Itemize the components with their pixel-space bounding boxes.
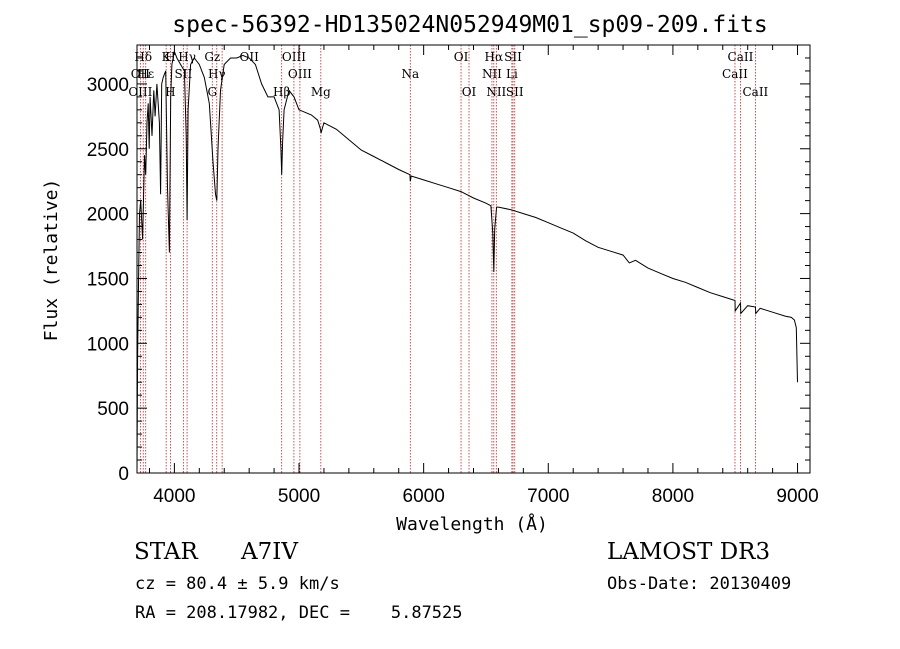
x-tick-label: 6000 — [403, 486, 445, 507]
line-label: Hγ — [178, 50, 196, 64]
line-label: OI — [454, 50, 469, 64]
line-label: SII — [175, 67, 193, 81]
y-tick-label: 3000 — [87, 75, 129, 96]
x-axis-label: Wavelength (Å) — [396, 513, 548, 535]
x-tick-label: 8000 — [652, 486, 694, 507]
line-label: K — [162, 50, 172, 64]
line-label: OII — [240, 50, 260, 64]
line-label: SII — [504, 50, 522, 64]
line-label: H — [165, 50, 175, 64]
x-tick-label: 9000 — [776, 486, 818, 507]
observation-date: Obs-Date: 20130409 — [607, 574, 792, 594]
x-tick-label: 4000 — [153, 486, 195, 507]
chart-title: spec-56392-HD135024N052949M01_sp09-209.f… — [172, 12, 767, 38]
object-class: STAR — [134, 539, 198, 565]
emission-line-markers — [139, 45, 756, 473]
line-label: OIII — [282, 50, 306, 64]
plot-frame — [136, 44, 811, 474]
x-axis: 4000 5000 6000 7000 8000 9000 — [148, 45, 819, 507]
survey-name: LAMOST DR3 — [607, 539, 771, 565]
line-label: OII — [131, 67, 151, 81]
spectrum-series-line — [136, 49, 798, 474]
y-tick-label: 1000 — [87, 334, 129, 355]
line-label: Hδ — [134, 50, 152, 64]
line-label: Hβ — [273, 85, 290, 99]
y-axis-label: Flux (relative) — [41, 179, 62, 342]
coordinates: RA = 208.17982, DEC = 5.87525 — [135, 603, 463, 623]
x-tick-label: 7000 — [527, 486, 569, 507]
line-label: Na — [401, 67, 419, 81]
line-label: Hγ — [208, 67, 226, 81]
line-label: OIII — [288, 67, 312, 81]
line-label: CaII — [742, 85, 768, 99]
line-label: OIII — [128, 85, 152, 99]
line-label: G — [207, 85, 217, 99]
redshift-velocity: cz = 80.4 ± 5.9 km/s — [135, 574, 340, 594]
line-label: Gz — [204, 50, 220, 64]
y-tick-label: 500 — [97, 399, 129, 420]
x-tick-label: 5000 — [278, 486, 320, 507]
line-label: SII — [506, 85, 524, 99]
object-subclass: A7IV — [241, 539, 298, 565]
y-tick-label: 2000 — [87, 205, 129, 226]
line-label: NII — [482, 67, 502, 81]
line-label: Hε — [137, 67, 154, 81]
y-axis: 0 500 1000 1500 2000 2500 3000 — [87, 57, 810, 485]
line-label: Hα — [485, 50, 504, 64]
line-label: CaII — [728, 50, 754, 64]
y-tick-label: 0 — [118, 464, 129, 485]
line-label: NII — [486, 85, 506, 99]
line-label: CaII — [722, 67, 748, 81]
spectrum-chart: spec-56392-HD135024N052949M01_sp09-209.f… — [41, 12, 819, 535]
line-label: Mg — [311, 85, 331, 99]
y-tick-label: 1500 — [87, 269, 129, 290]
line-label: OI — [462, 85, 477, 99]
line-label: Li — [506, 67, 518, 81]
y-tick-label: 2500 — [87, 140, 129, 161]
